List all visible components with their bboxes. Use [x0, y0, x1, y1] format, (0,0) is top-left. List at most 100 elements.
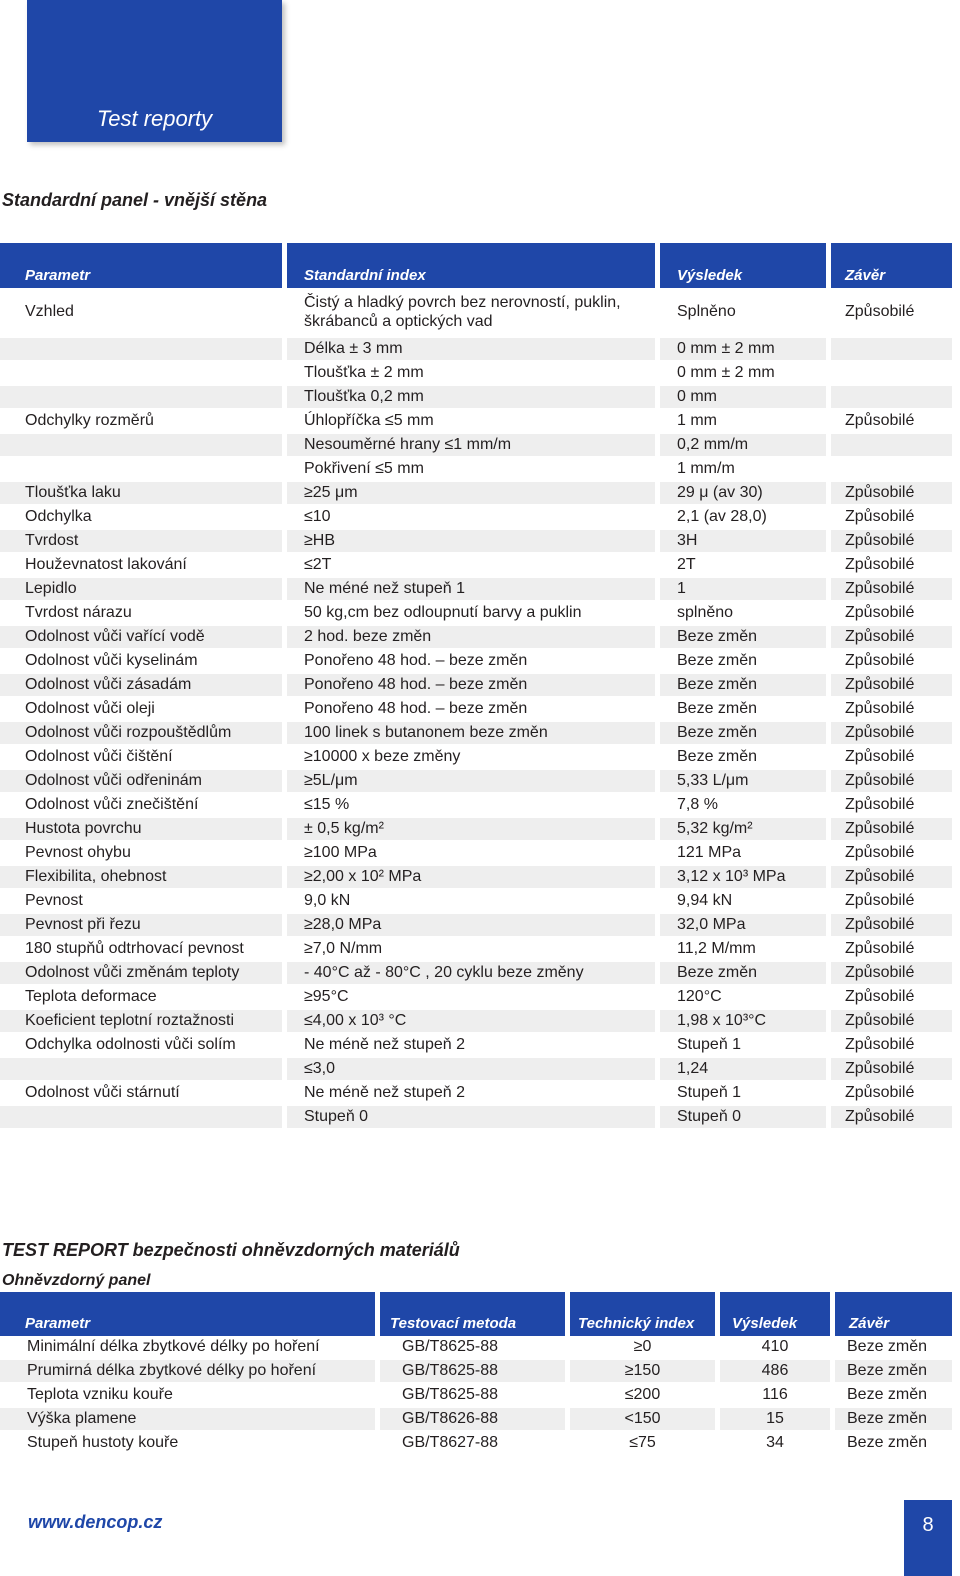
cell-conclusion	[831, 338, 952, 362]
cell-result: 1 mm/m	[660, 458, 831, 482]
cell-parametr	[0, 386, 287, 410]
table-row: 180 stupňů odtrhovací pevnost ≥7,0 N/mm 11…	[0, 938, 952, 962]
cell-parametr: Odolnost vůči zásadám	[0, 674, 287, 698]
cell-standard-index: ≥HB	[287, 530, 660, 554]
cell-conclusion	[831, 362, 952, 386]
cell-conclusion: Způsobilé	[831, 986, 952, 1010]
cell-conclusion: Způsobilé	[831, 1082, 952, 1106]
cell-standard-index: ≥100 MPa	[287, 842, 660, 866]
cell-parametr: Pevnost ohybu	[0, 842, 287, 866]
table-row: Vzhled Čistý a hladký povrch bez nerovnos…	[0, 288, 952, 338]
table-row: Prumirná délka zbytkové délky po hoření G…	[0, 1360, 952, 1384]
cell-conclusion: Způsobilé	[831, 602, 952, 626]
table-row: Odchylka ≤10 2,1 (av 28,0) Způsobilé	[0, 506, 952, 530]
cell-standard-index: ± 0,5 kg/m²	[287, 818, 660, 842]
cell-parametr: Tloušťka laku	[0, 482, 287, 506]
page-number: 8	[922, 1514, 934, 1536]
cell-parametr: Flexibilita, ohebnost	[0, 866, 287, 890]
table-row: Odolnost vůči stárnutí Ne méně než stupeň…	[0, 1082, 952, 1106]
cell-conclusion: Způsobilé	[831, 842, 952, 866]
table-row: Odchylky rozměrů Úhlopříčka ≤5 mm 1 mm Způs…	[0, 410, 952, 434]
cell-result: 1,98 x 10³°C	[660, 1010, 831, 1034]
table-row: Tloušťka 0,2 mm 0 mm	[0, 386, 952, 410]
cell-conclusion: Beze změn	[835, 1408, 952, 1432]
cell-standard-index: ≤15 %	[287, 794, 660, 818]
cell-standard-index: Ponořeno 48 hod. – beze změn	[287, 650, 660, 674]
cell-parametr: Lepidlo	[0, 578, 287, 602]
table-row: Délka ± 3 mm 0 mm ± 2 mm	[0, 338, 952, 362]
cell-parametr: Odchylka	[0, 506, 287, 530]
table-row: Odolnost vůči rozpouštědlům 100 linek s b…	[0, 722, 952, 746]
cell-standard-index: ≤3,0	[287, 1058, 660, 1082]
cell-conclusion: Způsobilé	[831, 698, 952, 722]
col-header-result: Výsledek	[660, 243, 831, 288]
cell-conclusion: Způsobilé	[831, 938, 952, 962]
cell-standard-index: ≥95°C	[287, 986, 660, 1010]
cell-result: 3,12 x 10³ MPa	[660, 866, 831, 890]
cell-conclusion: Způsobilé	[831, 1106, 952, 1130]
cell-result: 0 mm	[660, 386, 831, 410]
cell-standard-index: Ponořeno 48 hod. – beze změn	[287, 674, 660, 698]
cell-conclusion: Beze změn	[835, 1384, 952, 1408]
cell-conclusion: Způsobilé	[831, 818, 952, 842]
cell-result: Beze změn	[660, 626, 831, 650]
page-number-box: 8	[904, 1500, 952, 1576]
cell-result: 0,2 mm/m	[660, 434, 831, 458]
cell-parametr: Pevnost	[0, 890, 287, 914]
cell-parametr: Teplota vzniku kouře	[0, 1384, 380, 1408]
cell-technical-index: ≤75	[570, 1432, 720, 1456]
table-row: Teplota vzniku kouře GB/T8625-88 ≤200 116 Be…	[0, 1384, 952, 1408]
cell-parametr: Odolnost vůči oleji	[0, 698, 287, 722]
cell-conclusion: Beze změn	[835, 1432, 952, 1456]
cell-result: 15	[720, 1408, 835, 1432]
table-row: Výška plamene GB/T8626-88 <150 15 Beze změn	[0, 1408, 952, 1432]
cell-parametr: Odchylka odolnosti vůči solím	[0, 1034, 287, 1058]
cell-standard-index: Ne méně než stupeň 2	[287, 1034, 660, 1058]
footer-website-link[interactable]: www.dencop.cz	[28, 1512, 163, 1532]
cell-parametr: Odolnost vůči odřeninám	[0, 770, 287, 794]
table-header-row: Parametr Testovací metoda Technický inde…	[0, 1292, 952, 1336]
cell-conclusion: Způsobilé	[831, 746, 952, 770]
cell-standard-index: ≥5L/μm	[287, 770, 660, 794]
cell-conclusion: Beze změn	[835, 1360, 952, 1384]
cell-standard-index: ≤2T	[287, 554, 660, 578]
table-row: Houževnatost lakování ≤2T 2T Způsobilé	[0, 554, 952, 578]
table-row: ≤3,0 1,24 Způsobilé	[0, 1058, 952, 1082]
cell-standard-index: Čistý a hladký povrch bez nerovností, pu…	[287, 288, 660, 338]
cell-conclusion: Způsobilé	[831, 650, 952, 674]
cell-result: 7,8 %	[660, 794, 831, 818]
cell-result: Splněno	[660, 288, 831, 338]
cell-parametr: Hustota povrchu	[0, 818, 287, 842]
table-row: Odolnost vůči čištění ≥10000 x beze změny…	[0, 746, 952, 770]
table-row: Koeficient teplotní roztažnosti ≤4,00 x 1…	[0, 1010, 952, 1034]
cell-parametr: Odolnost vůči vařící vodě	[0, 626, 287, 650]
cell-parametr	[0, 338, 287, 362]
cell-parametr: Odolnost vůči kyselinám	[0, 650, 287, 674]
table-row: Odchylka odolnosti vůči solím Ne méně než…	[0, 1034, 952, 1058]
cell-test-method: GB/T8626-88	[380, 1408, 570, 1432]
table-row: Tloušťka laku ≥25 μm 29 μ (av 30) Způsobilé	[0, 482, 952, 506]
cell-parametr: Tvrdost nárazu	[0, 602, 287, 626]
cell-parametr: Odchylky rozměrů	[0, 410, 287, 434]
cell-technical-index: <150	[570, 1408, 720, 1432]
cell-parametr: Odolnost vůči čištění	[0, 746, 287, 770]
cell-result: 1 mm	[660, 410, 831, 434]
cell-standard-index: Ne méně než stupeň 2	[287, 1082, 660, 1106]
cell-parametr	[0, 1106, 287, 1130]
cell-conclusion: Způsobilé	[831, 794, 952, 818]
cell-result: 116	[720, 1384, 835, 1408]
cell-parametr: Teplota deformace	[0, 986, 287, 1010]
cell-test-method: GB/T8625-88	[380, 1360, 570, 1384]
cell-standard-index: ≥25 μm	[287, 482, 660, 506]
cell-result: Beze změn	[660, 722, 831, 746]
table-row: Odolnost vůči oleji Ponořeno 48 hod. – be…	[0, 698, 952, 722]
cell-standard-index: ≤4,00 x 10³ °C	[287, 1010, 660, 1034]
cell-standard-index: 50 kg,cm bez odloupnutí barvy a puklin	[287, 602, 660, 626]
cell-conclusion: Způsobilé	[831, 722, 952, 746]
cell-standard-index: ≥2,00 x 10² MPa	[287, 866, 660, 890]
col-header-standard-index: Standardní index	[287, 243, 660, 288]
table-row: Teplota deformace ≥95°C 120°C Způsobilé	[0, 986, 952, 1010]
cell-result: Beze změn	[660, 674, 831, 698]
cell-standard-index: ≥28,0 MPa	[287, 914, 660, 938]
cell-standard-index: - 40°C až - 80°C , 20 cyklu beze změny	[287, 962, 660, 986]
